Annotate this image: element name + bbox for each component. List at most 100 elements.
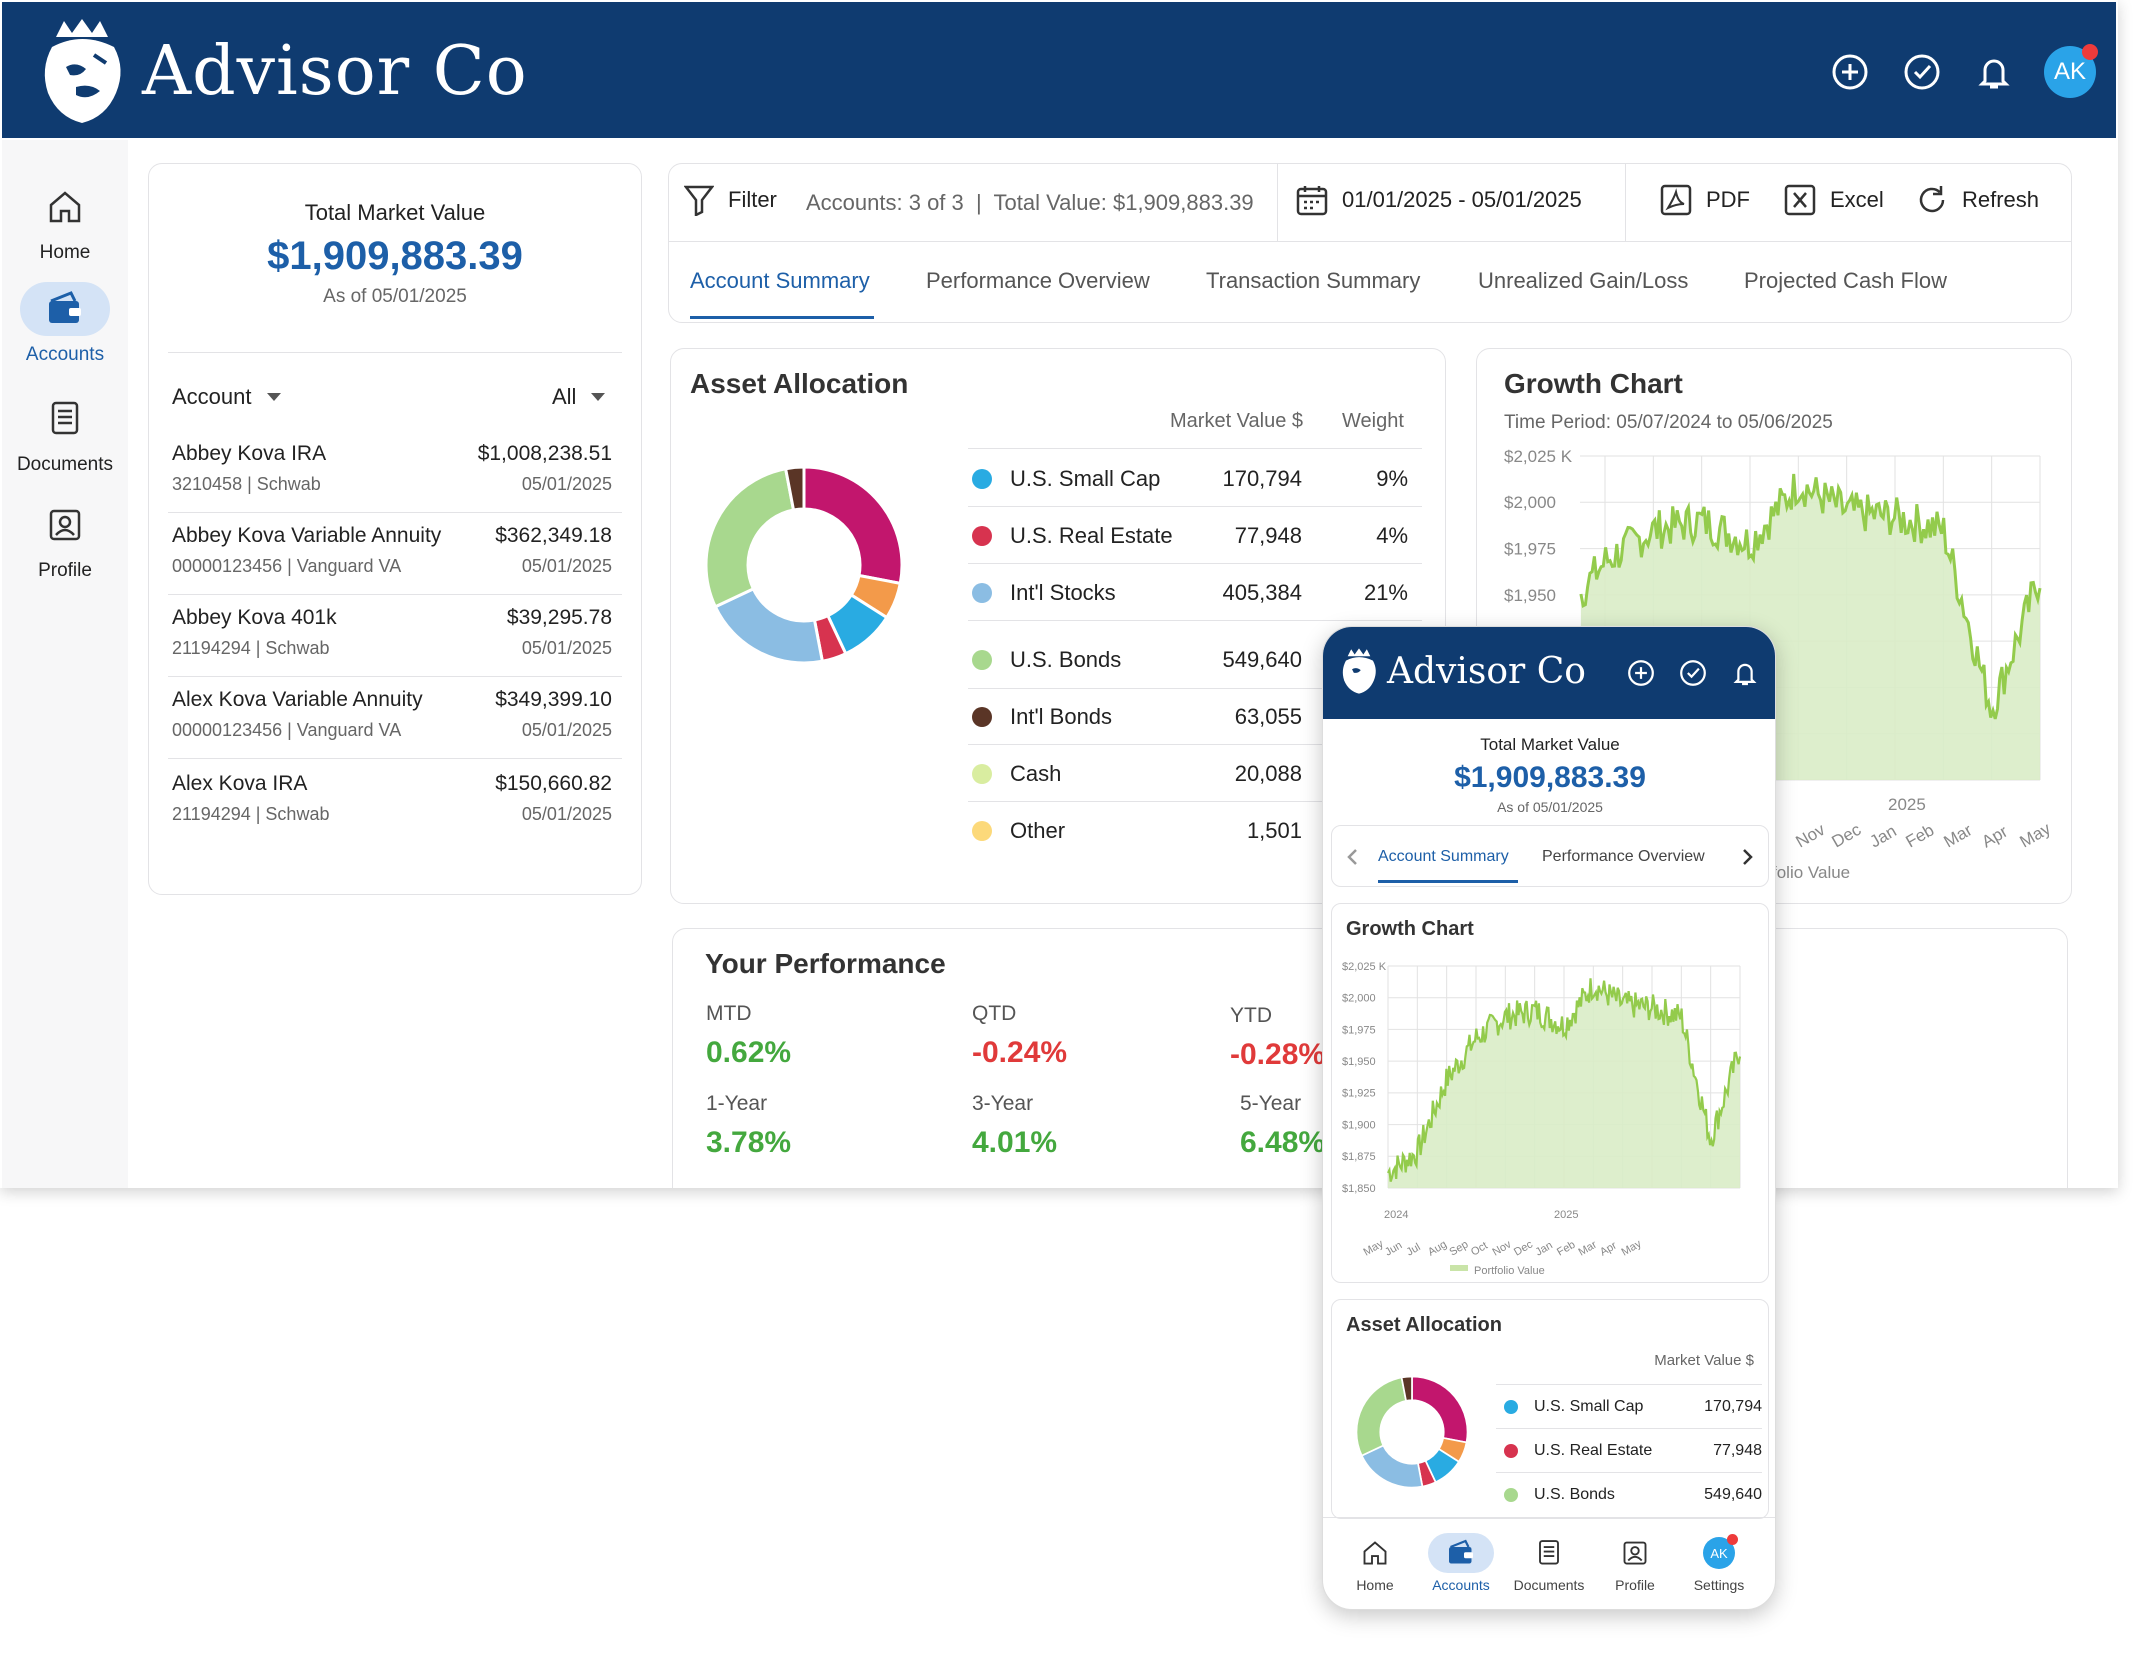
mobile-allocation-row[interactable]: U.S. Small Cap 170,794	[1504, 1386, 1762, 1428]
allocation-row[interactable]: U.S. Small Cap 170,794 9%	[968, 450, 1422, 506]
asset-name: U.S. Real Estate	[1010, 523, 1173, 548]
mobile-brand-name: Advisor Co	[1387, 650, 1586, 692]
asset-value: 405,384	[1222, 580, 1302, 605]
brand[interactable]: Advisor Co	[36, 16, 528, 126]
divider	[968, 688, 1422, 689]
tab-transaction-summary[interactable]: Transaction Summary	[1206, 268, 1421, 293]
y-tick-label: $2,000	[1342, 993, 1376, 1005]
check-circle-icon[interactable]	[1679, 659, 1707, 687]
home-icon	[1342, 1533, 1408, 1573]
mobile-top-icons	[1627, 659, 1759, 687]
account-sub: 00000123456 | Vanguard VA	[172, 720, 402, 740]
mobile-nav-documents[interactable]: Documents	[1509, 1533, 1589, 1593]
y-tick-label: $1,950	[1342, 1056, 1376, 1068]
divider	[968, 620, 1422, 621]
divider	[668, 241, 2072, 242]
asset-name: U.S. Small Cap	[1534, 1398, 1644, 1415]
allocation-row[interactable]: Cash 20,088	[968, 745, 1422, 801]
mobile-nav-settings[interactable]: AK Settings	[1679, 1533, 1759, 1593]
nav-accounts-label: Accounts	[25, 344, 105, 365]
active-tab-indicator	[1378, 880, 1518, 883]
check-circle-icon[interactable]	[1900, 50, 1944, 94]
mobile-tab-performance-overview[interactable]: Performance Overview	[1542, 848, 1705, 865]
mobile-allocation-row[interactable]: U.S. Real Estate 77,948	[1504, 1430, 1762, 1472]
mobile-nav-profile[interactable]: Profile	[1595, 1533, 1675, 1593]
account-name: Alex Kova Variable Annuity	[172, 688, 423, 711]
one-year-value: 3.78%	[706, 1126, 792, 1159]
chevron-right-icon[interactable]	[1742, 848, 1754, 866]
nav-home[interactable]: Home	[2, 180, 128, 264]
divider	[1496, 1384, 1762, 1385]
divider	[1625, 163, 1626, 241]
allocation-row[interactable]: Int'l Stocks 405,384 21%	[968, 564, 1422, 620]
refresh-label: Refresh	[1962, 187, 2040, 212]
date-range-picker[interactable]: 01/01/2025 - 05/01/2025	[1296, 184, 1582, 216]
refresh-button[interactable]: Refresh	[1916, 184, 2039, 216]
tab-performance-overview[interactable]: Performance Overview	[926, 268, 1150, 293]
mobile-allocation-donut	[1355, 1375, 1469, 1489]
mobile-brand[interactable]: Advisor Co	[1339, 647, 1586, 695]
series-line	[1579, 473, 2042, 720]
lion-logo-icon	[44, 19, 121, 123]
avatar[interactable]: AK	[2044, 44, 2098, 98]
all-filter[interactable]: All	[552, 384, 606, 410]
divider	[168, 352, 622, 353]
x-tick-label: Feb	[1903, 820, 1938, 851]
allocation-row[interactable]: U.S. Bonds 549,640	[968, 631, 1422, 687]
mobile-nav-label: Profile	[1615, 1577, 1655, 1593]
mobile-tab-account-summary[interactable]: Account Summary	[1378, 848, 1509, 865]
asset-weight: 9%	[1376, 466, 1408, 491]
plus-circle-icon[interactable]	[1627, 659, 1655, 687]
x-tick-label: Apr	[1979, 822, 2012, 852]
allocation-row[interactable]: U.S. Real Estate 77,948 4%	[968, 507, 1422, 563]
mobile-nav-accounts[interactable]: Accounts	[1421, 1533, 1501, 1593]
total-market-value: $1,909,883.39	[267, 234, 523, 278]
divider	[168, 676, 622, 677]
plus-circle-icon[interactable]	[1828, 50, 1872, 94]
nav-home-label: Home	[39, 242, 91, 263]
asset-name: Int'l Stocks	[1010, 580, 1116, 605]
active-tab-indicator	[690, 316, 874, 319]
x-tick-label: Jul	[1405, 1241, 1423, 1258]
year-label: 2025	[1554, 1209, 1578, 1221]
nav-profile[interactable]: Profile	[2, 498, 128, 582]
year-label: 2025	[1888, 795, 1926, 814]
x-tick-label: Jan	[1867, 821, 1900, 851]
filter-icon	[684, 185, 714, 216]
x-tick-label: Sep	[1448, 1238, 1471, 1258]
account-filter[interactable]: Account	[172, 384, 282, 410]
bell-icon[interactable]	[1731, 659, 1759, 687]
top-bar: Advisor Co AK	[2, 2, 2116, 138]
nav-profile-label: Profile	[38, 560, 92, 581]
account-value: $39,295.78	[506, 606, 612, 629]
chevron-left-icon[interactable]	[1346, 848, 1358, 866]
x-tick-label: May	[2017, 819, 2055, 852]
filter-button[interactable]: Filter	[684, 184, 777, 216]
mobile-app: Advisor Co Total Market Value $1,909,883…	[1322, 626, 1776, 1610]
lion-logo-icon	[1342, 648, 1376, 694]
mobile-avatar: AK	[1703, 1534, 1738, 1569]
tab-projected-cash-flow[interactable]: Projected Cash Flow	[1744, 268, 1947, 293]
allocation-row[interactable]: Int'l Bonds 63,055	[968, 688, 1422, 744]
tab-account-summary[interactable]: Account Summary	[690, 268, 870, 293]
five-year-value: 6.48%	[1240, 1126, 1326, 1159]
nav-documents[interactable]: Documents	[2, 392, 128, 476]
qtd-value: -0.24%	[972, 1036, 1068, 1069]
mobile-nav-home[interactable]: Home	[1335, 1533, 1415, 1593]
excel-button[interactable]: Excel	[1784, 184, 1884, 216]
divider	[1496, 1472, 1762, 1473]
growth-chart-title: Growth Chart	[1504, 368, 1683, 399]
divider	[968, 506, 1422, 507]
nav-accounts[interactable]: Accounts	[2, 282, 128, 366]
nav-documents-label: Documents	[16, 454, 114, 475]
weight-header: Weight	[1342, 410, 1404, 432]
pdf-button[interactable]: PDF	[1660, 184, 1750, 216]
allocation-row[interactable]: Other 1,501	[968, 802, 1422, 858]
donut-slice	[1400, 1375, 1413, 1402]
donut-slice	[704, 466, 796, 609]
tab-unrealized-gain-loss[interactable]: Unrealized Gain/Loss	[1478, 268, 1689, 293]
mobile-nav-label: Accounts	[1432, 1577, 1490, 1593]
as-of-date: As of 05/01/2025	[323, 286, 467, 307]
mobile-allocation-row[interactable]: U.S. Bonds 549,640	[1504, 1474, 1762, 1516]
bell-icon[interactable]	[1972, 50, 2016, 94]
